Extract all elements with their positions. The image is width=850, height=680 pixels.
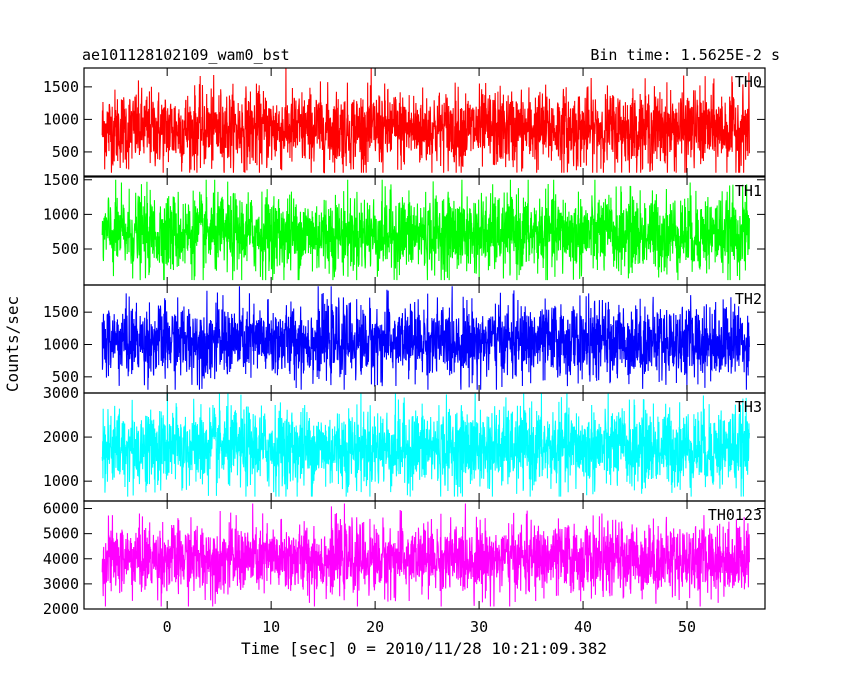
x-axis-label: Time [sec] 0 = 2010/11/28 10:21:09.382 — [241, 639, 607, 658]
y-tick-label: 2000 — [43, 600, 79, 618]
panel-th2: 500 1000 1500 TH2 — [43, 284, 766, 394]
panel-th0123: 2000 3000 4000 5000 6000 TH0123 — [43, 500, 766, 618]
y-tick-label: 3000 — [43, 575, 79, 593]
y-tick-label: 5000 — [43, 525, 79, 543]
y-tick-label: 500 — [52, 368, 79, 386]
y-tick-label: 3000 — [43, 384, 79, 402]
x-tick-label: 0 — [163, 618, 172, 636]
y-tick-label: 1000 — [43, 335, 79, 353]
y-tick-label: 1500 — [43, 303, 79, 321]
series-line-th3 — [101, 393, 750, 497]
x-tick-label: 20 — [366, 618, 384, 636]
y-tick-label: 1000 — [43, 205, 79, 223]
y-tick-label: 1500 — [43, 171, 79, 189]
series-line-th0123 — [101, 503, 750, 607]
panel-label-th0: TH0 — [735, 73, 762, 91]
x-tick-label: 40 — [574, 618, 592, 636]
series-line-th1 — [101, 179, 750, 281]
panel-th1: 500 1000 1500 TH1 — [43, 171, 766, 286]
panel-label-th0123: TH0123 — [708, 506, 762, 524]
source-title: ae101128102109_wam0_bst — [82, 46, 290, 64]
y-tick-label: 1500 — [43, 78, 79, 96]
panel-label-th3: TH3 — [735, 398, 762, 416]
panel-label-th1: TH1 — [735, 182, 762, 200]
panel-label-th2: TH2 — [735, 290, 762, 308]
series-line-th0 — [101, 68, 750, 174]
x-tick-label: 10 — [262, 618, 280, 636]
panel-th0: 500 1000 1500 TH0 — [43, 67, 766, 177]
y-tick-label: 500 — [52, 240, 79, 258]
x-axis: 0 10 20 30 40 50 — [163, 618, 696, 636]
x-tick-label: 50 — [678, 618, 696, 636]
panel-frame — [83, 67, 766, 177]
series-line-th2 — [101, 286, 750, 390]
y-tick-label: 2000 — [43, 428, 79, 446]
x-tick-label: 30 — [470, 618, 488, 636]
y-axis-label: Counts/sec — [3, 296, 22, 392]
bin-time-label: Bin time: 1.5625E-2 s — [590, 46, 780, 64]
y-tick-label: 1000 — [43, 110, 79, 128]
panels-group: 500 1000 1500 TH0 500 1000 1500 TH1 500 1000 1500 T… — [43, 67, 766, 618]
panel-frame — [83, 500, 766, 610]
y-tick-label: 500 — [52, 143, 79, 161]
y-tick-label: 1000 — [43, 472, 79, 490]
y-tick-label: 4000 — [43, 550, 79, 568]
panel-th3: 1000 2000 3000 TH3 — [43, 384, 766, 502]
y-tick-label: 6000 — [43, 500, 79, 518]
